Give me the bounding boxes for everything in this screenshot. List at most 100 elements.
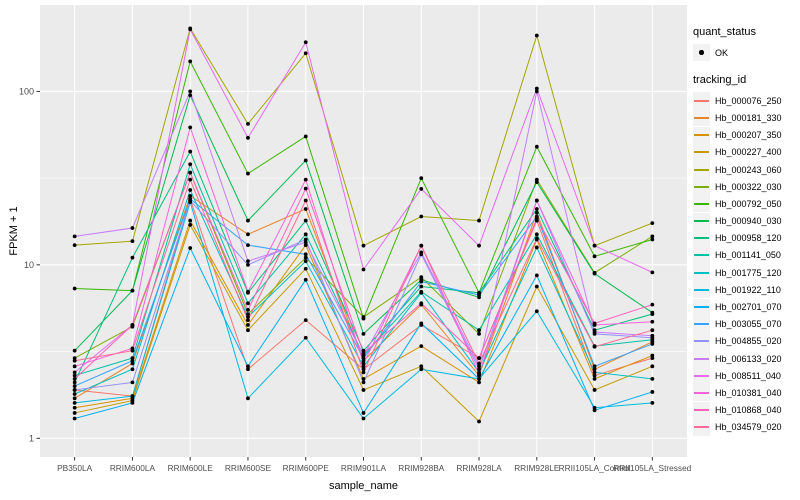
data-point <box>72 286 77 291</box>
x-tick-label: RRIM600SE <box>225 463 272 473</box>
data-point <box>188 246 193 250</box>
x-tick-label: RRIM600PE <box>283 463 330 473</box>
legend-line-key-icon <box>693 178 710 196</box>
data-point <box>592 376 597 381</box>
legend-item-label: Hb_034579_020 <box>715 422 782 433</box>
legend-item-label: Hb_000792_050 <box>715 198 782 209</box>
legend-item-label: Hb_000076_250 <box>715 95 782 106</box>
legend-item-Hb_000207_350: Hb_000207_350 <box>693 126 799 144</box>
data-point <box>419 367 424 372</box>
legend-item-label: Hb_000940_030 <box>715 216 782 227</box>
data-point <box>361 358 366 363</box>
data-point <box>477 218 481 223</box>
legend-item-Hb_000322_030: Hb_000322_030 <box>693 178 799 196</box>
legend-line-key-icon <box>693 246 710 264</box>
data-point <box>477 364 481 369</box>
data-point <box>303 198 308 203</box>
legend-item-Hb_001922_110: Hb_001922_110 <box>693 281 799 299</box>
data-point <box>477 243 481 248</box>
data-point <box>419 344 424 349</box>
data-point <box>534 236 539 241</box>
x-tick-label: RRIM901LA <box>341 463 387 473</box>
data-point <box>592 330 597 334</box>
data-point <box>419 250 424 255</box>
data-point <box>361 243 366 248</box>
legend-item-label: Hb_000207_350 <box>715 130 782 141</box>
data-point <box>130 361 135 366</box>
data-point <box>72 234 77 239</box>
data-point <box>188 222 193 227</box>
data-point <box>419 279 424 284</box>
x-tick-label: RRIM928LA <box>456 463 502 473</box>
legend-title-quant-status: quant_status <box>693 26 756 38</box>
x-tick-label: RRII105LA_Stressed <box>613 463 691 473</box>
data-point <box>246 262 250 267</box>
data-point <box>361 267 366 272</box>
data-point <box>534 180 539 185</box>
data-point <box>246 301 250 306</box>
data-point <box>246 243 250 247</box>
x-tick-label: RRIM928LE <box>514 463 560 473</box>
x-tick-label: PB350LA <box>57 463 93 473</box>
data-point <box>534 33 539 38</box>
data-point <box>130 288 135 293</box>
data-point <box>303 134 308 139</box>
data-point <box>419 176 424 181</box>
data-point <box>72 370 77 375</box>
data-point <box>246 259 250 264</box>
data-point <box>303 240 308 245</box>
x-axis-title: sample_name <box>328 480 399 492</box>
data-point <box>650 270 655 275</box>
legend-item-label: Hb_001775_120 <box>715 267 782 278</box>
data-point <box>188 193 193 198</box>
data-point <box>650 302 655 307</box>
legend-line-key-icon <box>693 195 710 213</box>
legend-item-ok: OK <box>693 44 799 62</box>
data-point <box>477 356 481 360</box>
data-point <box>477 361 481 366</box>
data-point <box>534 210 539 215</box>
data-point <box>419 290 424 295</box>
data-point <box>72 411 77 415</box>
data-point <box>534 198 539 203</box>
data-point <box>419 321 424 326</box>
x-tick-label: RRIM600LE <box>168 463 214 473</box>
data-point <box>303 252 308 257</box>
data-point <box>188 218 193 223</box>
data-point <box>534 86 539 91</box>
data-point <box>303 51 308 56</box>
data-point <box>72 396 77 401</box>
data-point <box>303 177 308 182</box>
data-point <box>650 312 655 317</box>
data-point <box>303 255 308 260</box>
data-point <box>477 293 481 297</box>
data-point <box>303 259 308 264</box>
legend-item-Hb_000958_120: Hb_000958_120 <box>693 229 799 247</box>
data-point <box>130 255 135 260</box>
x-tick-label: RRIM928BA <box>398 463 445 473</box>
legend-item-label: Hb_000227_400 <box>715 147 782 158</box>
data-point <box>246 328 250 333</box>
legend-line-key-icon <box>693 109 710 127</box>
data-point <box>650 353 655 358</box>
data-point <box>361 376 366 381</box>
legend-item-label: Hb_003055_070 <box>715 319 782 330</box>
legend-item-label: Hb_001922_110 <box>715 284 781 295</box>
legend-item-Hb_000181_330: Hb_000181_330 <box>693 109 799 127</box>
data-point <box>361 370 366 375</box>
legend-item-label: Hb_001141_050 <box>715 250 781 261</box>
data-point <box>477 372 481 376</box>
data-point <box>246 312 250 317</box>
data-point <box>650 364 655 369</box>
data-point <box>303 237 308 242</box>
data-point <box>246 135 250 140</box>
x-tick-label: RRIM600LA <box>110 463 156 473</box>
data-point <box>650 221 655 226</box>
data-point <box>592 243 597 248</box>
legend-item-label: Hb_002701_070 <box>715 302 782 313</box>
data-point <box>592 373 597 378</box>
data-point <box>188 59 193 64</box>
data-point <box>130 358 135 363</box>
data-point <box>72 356 77 360</box>
data-point <box>72 405 77 410</box>
